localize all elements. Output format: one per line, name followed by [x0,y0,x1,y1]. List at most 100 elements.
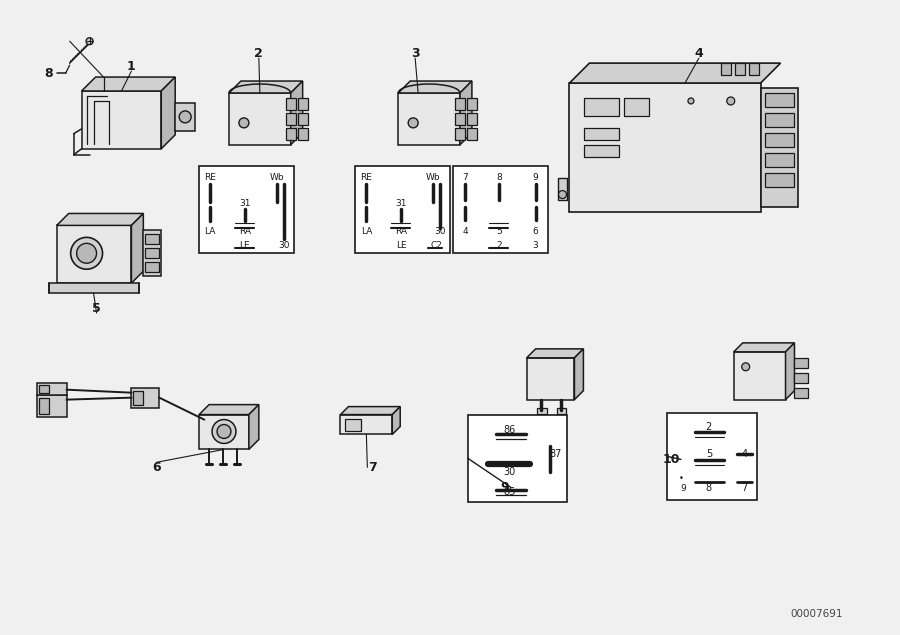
Circle shape [212,420,236,443]
Bar [340,415,392,434]
Text: 5: 5 [706,450,712,459]
Bar [285,98,296,110]
Circle shape [742,363,750,371]
Bar [298,113,308,125]
Text: 4: 4 [462,227,468,236]
Text: 3: 3 [410,46,419,60]
Bar [749,63,759,75]
Text: 5: 5 [92,302,101,314]
Text: 4: 4 [742,450,748,459]
Text: LE: LE [396,241,407,250]
Text: 9: 9 [680,484,686,493]
Text: Wb: Wb [269,173,284,182]
Bar [199,415,249,450]
Polygon shape [340,406,400,415]
Polygon shape [291,81,302,145]
Polygon shape [161,77,176,149]
Text: 5: 5 [496,227,501,236]
Bar [455,113,465,125]
Text: 30: 30 [278,241,290,250]
Text: Wb: Wb [426,173,440,182]
Text: RE: RE [204,173,216,182]
Bar [721,63,731,75]
Text: 85: 85 [504,487,516,497]
Text: 8: 8 [44,67,53,79]
Polygon shape [57,213,143,225]
Bar [37,383,67,395]
Text: LA: LA [361,227,372,236]
Bar [765,133,795,147]
Text: 86: 86 [504,425,516,434]
Text: 6: 6 [533,227,538,236]
Polygon shape [229,81,302,93]
Text: 1: 1 [127,60,136,72]
Bar [145,234,159,244]
Text: RE: RE [360,173,373,182]
Polygon shape [131,213,143,283]
Polygon shape [734,343,795,352]
Bar [133,391,143,404]
Text: 00007691: 00007691 [791,609,843,618]
Bar [285,113,296,125]
Text: 6: 6 [152,461,160,474]
Polygon shape [199,404,259,415]
Bar [536,408,546,413]
Bar [131,388,159,408]
Bar [625,98,649,116]
Bar [398,93,460,145]
Text: 8: 8 [706,483,712,493]
Text: 9: 9 [533,173,538,182]
Text: 30: 30 [504,467,516,478]
Bar [82,91,161,149]
Polygon shape [249,404,259,450]
Bar [526,358,574,399]
Bar [765,173,795,187]
Polygon shape [392,406,400,434]
Text: 2: 2 [496,241,501,250]
Bar [467,128,477,140]
Text: 2: 2 [706,422,712,432]
Bar [455,98,465,110]
Bar [346,418,362,431]
Bar [143,231,161,276]
Text: 30: 30 [435,227,446,236]
Bar [199,166,293,253]
Bar [467,113,477,125]
Bar [39,385,49,392]
Text: LA: LA [204,227,216,236]
Bar [468,415,568,502]
Polygon shape [570,63,780,83]
Bar [557,178,568,199]
Circle shape [409,118,419,128]
Circle shape [86,37,93,44]
Bar [356,166,450,253]
Text: 87: 87 [549,450,562,459]
Bar [298,128,308,140]
Text: 31: 31 [239,199,251,208]
Text: 31: 31 [395,199,407,208]
Bar [795,388,808,398]
Circle shape [238,118,249,128]
Text: 9: 9 [500,481,509,494]
Bar [765,153,795,166]
Bar [285,128,296,140]
Text: LE: LE [239,241,250,250]
Bar [584,128,619,140]
Bar [145,248,159,258]
Polygon shape [574,349,583,399]
Text: 2: 2 [255,46,263,60]
Polygon shape [526,349,583,358]
Circle shape [71,237,103,269]
Bar [556,408,566,413]
Bar [145,262,159,272]
Circle shape [217,425,231,439]
Bar [37,395,67,417]
Bar [39,398,49,413]
Circle shape [688,98,694,104]
Bar [467,98,477,110]
Text: 3: 3 [533,241,538,250]
Text: 4: 4 [695,46,703,60]
Bar [298,98,308,110]
Polygon shape [82,77,176,91]
Bar [584,145,619,157]
